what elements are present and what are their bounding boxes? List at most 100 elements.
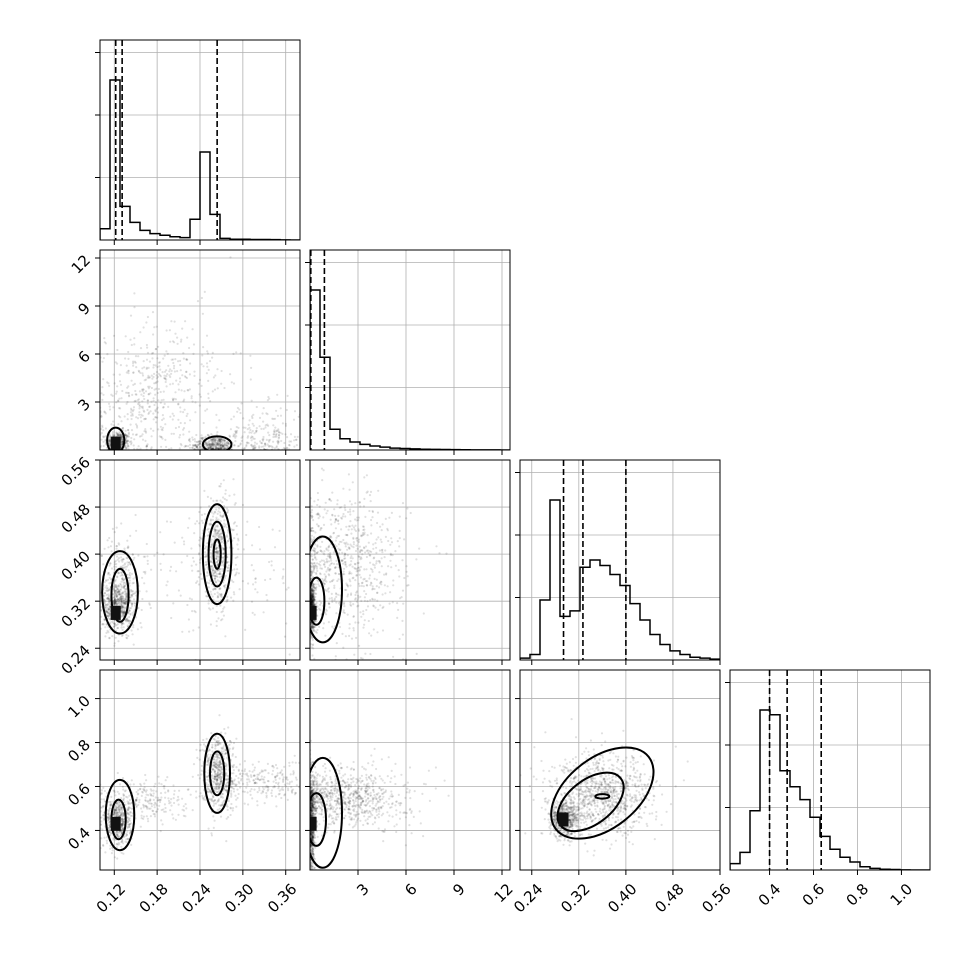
- scatter-point: [154, 410, 157, 413]
- scatter-point: [191, 400, 194, 403]
- scatter-point: [130, 429, 134, 432]
- scatter-point: [285, 588, 288, 591]
- scatter-point: [406, 507, 409, 510]
- scatter-point: [240, 439, 243, 442]
- scatter-point: [121, 577, 124, 581]
- scatter-point: [210, 447, 213, 450]
- scatter-point: [194, 443, 197, 446]
- scatter-point: [106, 586, 109, 589]
- scatter-point: [311, 526, 314, 530]
- scatter-point: [121, 829, 124, 832]
- scatter-point: [115, 545, 118, 548]
- scatter-point: [344, 545, 347, 548]
- scatter-point: [204, 551, 207, 554]
- scatter-point: [334, 514, 337, 518]
- scatter-point: [245, 533, 248, 537]
- scatter-point: [254, 588, 257, 591]
- scatter-point: [219, 536, 222, 539]
- scatter-point: [223, 606, 226, 609]
- scatter-point: [217, 440, 220, 443]
- scatter-point: [222, 556, 225, 559]
- scatter-point: [100, 428, 103, 431]
- scatter-point: [158, 365, 161, 368]
- scatter-point: [142, 388, 145, 391]
- scatter-point: [215, 508, 218, 511]
- scatter-point: [132, 590, 135, 593]
- scatter-point: [273, 429, 276, 432]
- scatter-point: [108, 582, 111, 585]
- scatter-point: [124, 439, 127, 442]
- scatter-point: [198, 558, 202, 561]
- scatter-point: [267, 395, 270, 399]
- scatter-point: [200, 363, 203, 366]
- scatter-point: [197, 570, 200, 573]
- scatter-point: [125, 436, 128, 439]
- scatter-point: [311, 601, 314, 604]
- scatter-point: [288, 440, 291, 443]
- scatter-point: [104, 626, 107, 629]
- scatter-point: [103, 547, 106, 550]
- scatter-point: [226, 598, 229, 601]
- scatter-point: [356, 516, 359, 519]
- scatter-point: [311, 601, 314, 604]
- scatter-point: [222, 547, 225, 550]
- scatter-point: [311, 644, 314, 647]
- scatter-point: [123, 608, 126, 612]
- scatter-point: [125, 446, 128, 449]
- scatter-point: [135, 424, 139, 427]
- scatter-point: [134, 433, 137, 436]
- scatter-point: [196, 570, 199, 573]
- scatter-point: [169, 375, 172, 379]
- scatter-point: [343, 561, 346, 564]
- scatter-point: [337, 543, 340, 546]
- scatter-point: [112, 373, 115, 376]
- scatter-point: [352, 603, 355, 606]
- scatter-point: [109, 434, 112, 437]
- scatter-point: [200, 519, 204, 522]
- scatter-point: [342, 609, 345, 612]
- scatter-point: [113, 594, 116, 597]
- scatter-point: [122, 585, 126, 589]
- scatter-point: [121, 389, 124, 393]
- scatter-point: [113, 596, 116, 599]
- scatter-point: [311, 570, 314, 574]
- density-contour: [310, 576, 326, 626]
- scatter-point: [157, 372, 160, 375]
- scatter-point: [125, 618, 128, 621]
- scatter-point: [355, 573, 358, 577]
- scatter-point: [214, 554, 217, 557]
- scatter-point: [104, 586, 107, 589]
- scatter-point: [357, 561, 360, 565]
- scatter-point: [203, 489, 206, 492]
- scatter-point: [332, 578, 335, 581]
- scatter-point: [108, 438, 111, 441]
- scatter-point: [215, 557, 218, 560]
- scatter-point: [177, 589, 180, 592]
- scatter-point: [123, 610, 126, 613]
- scatter-point: [207, 443, 210, 446]
- scatter-point: [206, 350, 209, 353]
- scatter-point: [118, 597, 122, 600]
- scatter-point: [232, 352, 235, 355]
- scatter-point: [171, 358, 175, 361]
- scatter-point: [218, 536, 221, 539]
- scatter-point: [199, 536, 202, 539]
- scatter-point: [354, 621, 357, 624]
- scatter-point: [199, 506, 202, 509]
- scatter-point: [107, 597, 110, 601]
- scatter-point: [125, 636, 128, 639]
- scatter-point: [179, 369, 182, 372]
- scatter-point: [318, 572, 322, 575]
- scatter-point: [229, 373, 232, 376]
- scatter-point: [343, 602, 346, 606]
- scatter-point: [234, 573, 238, 576]
- scatter-point: [311, 515, 314, 518]
- scatter-point: [184, 444, 187, 447]
- scatter-point: [368, 509, 371, 513]
- scatter-point: [141, 405, 144, 408]
- scatter-point: [207, 602, 210, 605]
- scatter-point: [293, 435, 296, 438]
- scatter-point: [319, 567, 322, 570]
- scatter-point: [167, 364, 170, 367]
- scatter-point: [217, 555, 220, 558]
